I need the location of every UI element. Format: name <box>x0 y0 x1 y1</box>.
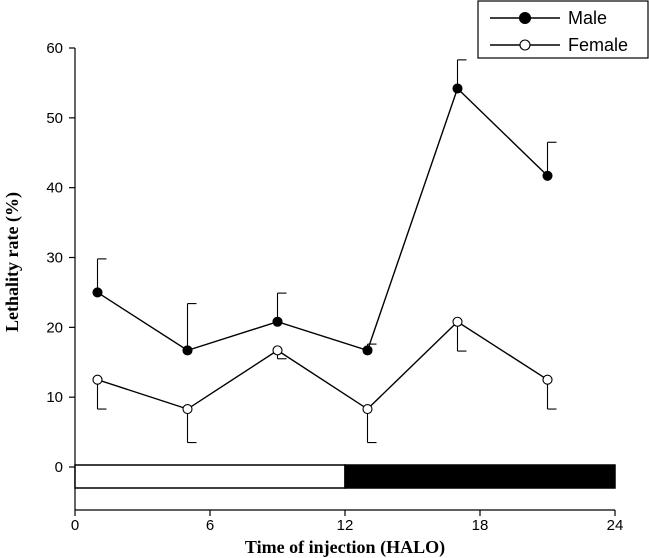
x-tick-label: 6 <box>206 517 214 534</box>
y-tick-label: 10 <box>46 389 63 406</box>
x-tick-label: 12 <box>337 517 354 534</box>
female-point <box>92 374 103 385</box>
male-point <box>362 345 373 356</box>
male-series-line <box>97 87 548 352</box>
light-dark-bar <box>74 464 616 489</box>
male-point <box>182 345 193 356</box>
y-tick-label: 0 <box>55 459 63 476</box>
y-axis-title: Lethality rate (%) <box>2 192 23 332</box>
legend-box <box>477 0 649 59</box>
female-point <box>452 316 463 327</box>
axes <box>69 47 616 516</box>
series-lines <box>97 87 548 410</box>
x-axis-title: Time of injection (HALO) <box>245 537 445 558</box>
x-tick-label: 18 <box>472 517 489 534</box>
y-tick-label: 60 <box>46 40 63 57</box>
male-point <box>542 170 553 181</box>
y-tick-label: 30 <box>46 250 63 267</box>
dark-period-bar <box>344 464 616 489</box>
female-point <box>362 403 373 415</box>
female-point <box>542 374 553 385</box>
male-point <box>92 287 103 298</box>
y-tick-label: 50 <box>46 110 63 127</box>
male-point <box>272 316 283 327</box>
light-period-bar <box>74 464 346 489</box>
female-point <box>182 403 193 415</box>
series-markers <box>92 83 553 415</box>
female-legend-marker <box>519 39 531 51</box>
tick-labels: 0 10 20 30 40 50 60 0 6 12 18 24 <box>46 40 623 534</box>
legend: Male Female <box>477 0 649 59</box>
female-series-line <box>97 320 548 410</box>
male-legend-label: Male <box>568 8 607 28</box>
y-tick-label: 40 <box>46 180 63 197</box>
x-tick-label: 0 <box>71 517 79 534</box>
y-tick-label: 20 <box>46 319 63 336</box>
female-legend-label: Female <box>568 35 628 55</box>
x-tick-label: 24 <box>607 517 624 534</box>
male-legend-marker <box>518 11 532 25</box>
male-point <box>452 83 463 94</box>
female-point <box>272 345 283 356</box>
